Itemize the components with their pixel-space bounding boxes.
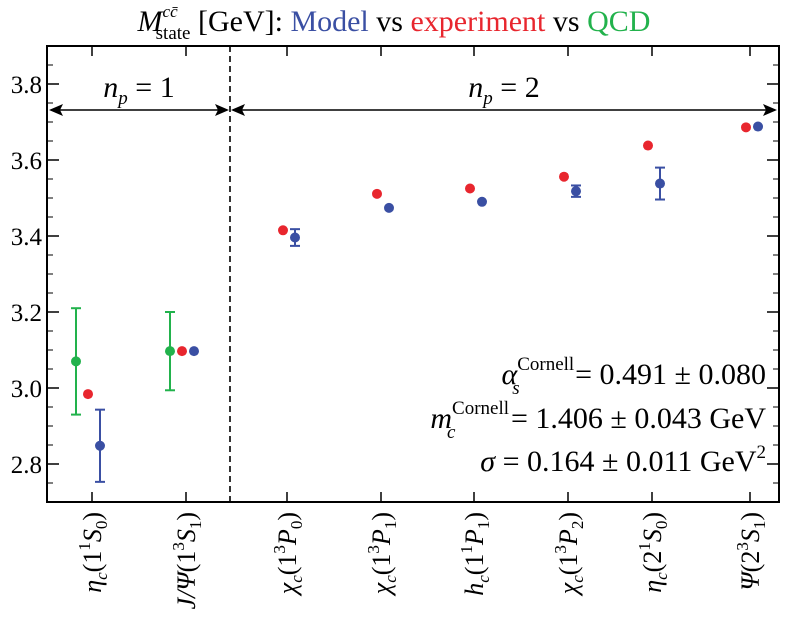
title-symbol: M — [137, 5, 165, 38]
experiment-point — [177, 346, 187, 357]
model-point — [189, 346, 199, 357]
category-label-1: ηc(11S0) — [75, 512, 111, 593]
y-tick-label: 3.2 — [11, 300, 42, 327]
region-label-2: np = 2 — [468, 71, 539, 109]
data-marks — [71, 121, 763, 483]
title-subscript: state — [156, 23, 191, 44]
category-label-7: ηc(21S0) — [635, 512, 671, 593]
title-superscript: cc̄ — [163, 2, 179, 21]
region-2-arrow-head-right — [763, 104, 777, 116]
experiment-point — [643, 140, 653, 151]
category-label-2: J/Ψ(13S1) — [169, 512, 205, 609]
category-label-4: χc(13P1) — [364, 512, 400, 597]
qcd-point — [71, 356, 81, 367]
model-point — [290, 232, 300, 243]
experiment-point — [83, 389, 93, 400]
model-point — [95, 440, 105, 451]
title-part-3: vs — [545, 5, 587, 38]
annotation-3: σ = 0.164 ± 0.011 GeV2 — [480, 442, 766, 478]
experiment-point — [559, 171, 569, 182]
model-point — [384, 202, 394, 213]
category-label-8: Ψ(23S1) — [733, 512, 769, 591]
model-point — [477, 196, 487, 207]
title-unit: [GeV]: — [190, 5, 290, 38]
title-text: Mcc̄ state [GeV]: Model vs experiment vs … — [137, 2, 651, 44]
y-tick-label: 3.8 — [11, 72, 42, 99]
annotation-1: αCornell s = 0.491 ± 0.080 — [501, 354, 766, 399]
experiment-point — [465, 183, 475, 194]
qcd-point — [165, 346, 175, 357]
category-label-5: hc(11P1) — [457, 512, 493, 596]
y-tick-label: 2.8 — [11, 452, 42, 479]
experiment-point — [741, 122, 751, 133]
experiment-point — [278, 225, 288, 236]
y-tick-label: 3.4 — [11, 224, 43, 251]
plot-axes: 2.8 3.0 3.2 3.4 3.6 3.8 — [11, 45, 780, 503]
model-point — [571, 186, 581, 197]
region-label-1: np = 1 — [103, 71, 174, 109]
annotation-2: mCornell c = 1.406 ± 0.043 GeV — [430, 398, 766, 443]
category-label-6: χc(13P2) — [551, 512, 587, 597]
region-2-arrow-head-left — [231, 104, 245, 116]
title-part-1: vs — [369, 5, 411, 38]
title-part-0: Model — [290, 5, 368, 38]
title-part-4: QCD — [587, 5, 650, 38]
experiment-point — [372, 188, 382, 199]
title-part-2: experiment — [410, 5, 546, 38]
y-tick-label: 3.6 — [11, 148, 42, 175]
category-label-3: χc(13P0) — [270, 512, 306, 597]
chart-title: Mcc̄ state [GeV]: Model vs experiment vs … — [137, 2, 651, 44]
region-1-arrow-head-right — [215, 104, 229, 116]
y-tick-label: 3.0 — [11, 376, 42, 403]
region-1-arrow-head-left — [49, 104, 63, 116]
model-point — [655, 178, 665, 189]
model-point — [753, 121, 763, 132]
category-labels: ηc(11S0) J/Ψ(13S1) χc(13P0) χc(13P1) hc(11P1… — [75, 512, 769, 609]
region-labels: np = 1 np = 2 — [49, 71, 777, 116]
